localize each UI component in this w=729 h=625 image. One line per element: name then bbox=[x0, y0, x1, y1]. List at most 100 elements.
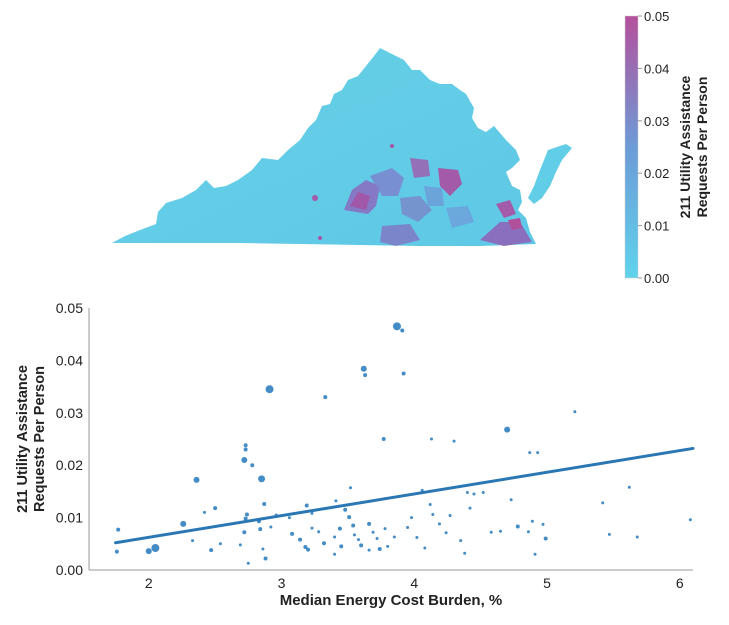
scatter-point bbox=[151, 543, 160, 552]
y-tick-label: 0.03 bbox=[56, 405, 83, 421]
scatter-point bbox=[351, 523, 356, 528]
scatter-point bbox=[262, 501, 267, 506]
y-tick-label: 0.05 bbox=[56, 300, 83, 316]
scatter-point bbox=[246, 561, 250, 565]
scatter-point bbox=[339, 544, 344, 549]
x-axis-label: Median Energy Cost Burden, % bbox=[280, 592, 503, 609]
scatter-point bbox=[209, 548, 214, 553]
scatter-point bbox=[145, 548, 152, 555]
scatter-point bbox=[410, 516, 414, 520]
y-tick-label: 0.04 bbox=[56, 352, 83, 368]
scatter-point bbox=[377, 547, 382, 552]
scatter-point bbox=[349, 486, 353, 490]
colorbar-tick-label: 0.02 bbox=[644, 166, 669, 181]
scatter-point bbox=[415, 536, 419, 540]
scatter-point bbox=[243, 443, 248, 448]
scatter-point bbox=[343, 507, 348, 512]
scatter-point bbox=[481, 490, 485, 494]
scatter-point bbox=[363, 373, 368, 378]
choropleth-map: 0.00 0.01 0.02 0.03 0.04 0.05 211 Utility Ass… bbox=[112, 9, 710, 286]
scatter-point bbox=[347, 515, 352, 520]
y-tick-label: 0.02 bbox=[56, 457, 83, 473]
scatter-point bbox=[317, 530, 321, 534]
scatter-point bbox=[213, 506, 218, 511]
scatter-point bbox=[180, 520, 187, 527]
scatter-point bbox=[627, 485, 631, 489]
scatter-point bbox=[352, 533, 356, 537]
scatter-point bbox=[459, 539, 463, 543]
x-tick-label: 3 bbox=[278, 575, 286, 591]
map-high-value-counties bbox=[312, 144, 532, 246]
colorbar-label-line2: Requests Per Person bbox=[694, 77, 710, 218]
scatter-point bbox=[250, 463, 255, 468]
scatter-point bbox=[528, 451, 532, 455]
scatter-chart: 0.00 0.01 0.02 0.03 0.04 0.05 2 3 4 5 6 Median En… bbox=[15, 300, 695, 609]
scatter-point bbox=[607, 532, 611, 536]
scatter-point bbox=[541, 522, 545, 526]
colorbar-tick-label: 0.05 bbox=[644, 9, 669, 24]
y-axis-label-line1: 211 Utility Assistance bbox=[15, 365, 31, 513]
scatter-point bbox=[241, 456, 248, 463]
colorbar-ticks: 0.00 0.01 0.02 0.03 0.04 0.05 bbox=[638, 9, 669, 286]
scatter-point bbox=[303, 544, 308, 549]
colorbar-tick-label: 0.03 bbox=[644, 114, 669, 129]
x-tick-label: 6 bbox=[676, 575, 684, 591]
scatter-point bbox=[310, 526, 314, 530]
scatter-point bbox=[287, 516, 291, 520]
scatter-point bbox=[238, 543, 242, 547]
scatter-point bbox=[465, 490, 469, 494]
scatter-point bbox=[515, 524, 520, 529]
scatter-point bbox=[290, 531, 295, 536]
scatter-point bbox=[431, 512, 435, 516]
scatter-point bbox=[333, 552, 337, 556]
scatter-point bbox=[244, 512, 249, 517]
scatter-point bbox=[191, 539, 195, 543]
y-tick-label: 0.01 bbox=[56, 510, 83, 526]
scatter-point bbox=[437, 522, 441, 526]
scatter-point bbox=[423, 546, 427, 550]
scatter-point bbox=[356, 538, 360, 542]
y-tick-label: 0.00 bbox=[56, 562, 83, 578]
scatter-point bbox=[258, 527, 263, 532]
x-tick-label: 2 bbox=[145, 575, 153, 591]
scatter-point bbox=[448, 514, 452, 518]
x-axis-ticks: 2 3 4 5 6 bbox=[145, 575, 684, 591]
scatter-point bbox=[333, 535, 337, 539]
colorbar-tick-label: 0.01 bbox=[644, 219, 669, 234]
scatter-point bbox=[367, 548, 371, 552]
scatter-point bbox=[536, 451, 540, 455]
scatter-point bbox=[688, 518, 692, 522]
colorbar-tick-label: 0.00 bbox=[644, 271, 669, 286]
scatter-point bbox=[429, 437, 433, 441]
scatter-point bbox=[367, 521, 372, 526]
scatter-point bbox=[298, 537, 303, 542]
colorbar: 0.00 0.01 0.02 0.03 0.04 0.05 211 Utility Ass… bbox=[624, 9, 710, 286]
map-region-eastern-shore bbox=[528, 144, 572, 204]
scatter-point bbox=[530, 519, 534, 523]
x-tick-label: 5 bbox=[543, 575, 551, 591]
scatter-point bbox=[452, 439, 456, 443]
scatter-point bbox=[401, 371, 406, 376]
scatter-point bbox=[218, 542, 222, 546]
scatter-point bbox=[323, 395, 328, 400]
scatter-points bbox=[114, 322, 692, 565]
scatter-point bbox=[258, 475, 266, 483]
scatter-point bbox=[243, 516, 248, 521]
scatter-point bbox=[504, 426, 511, 433]
scatter-point bbox=[400, 328, 405, 333]
scatter-point bbox=[392, 322, 401, 331]
scatter-point bbox=[360, 365, 367, 372]
scatter-point bbox=[383, 527, 387, 531]
scatter-point bbox=[543, 536, 548, 541]
map-region-state bbox=[112, 48, 536, 246]
scatter-point bbox=[526, 530, 530, 534]
scatter-point bbox=[392, 535, 396, 539]
trend-line bbox=[114, 446, 695, 545]
scatter-point bbox=[306, 547, 311, 552]
scatter-point bbox=[304, 503, 309, 508]
scatter-point bbox=[381, 437, 386, 441]
scatter-point bbox=[509, 498, 513, 502]
scatter-point bbox=[635, 535, 639, 539]
colorbar-gradient bbox=[624, 15, 639, 279]
